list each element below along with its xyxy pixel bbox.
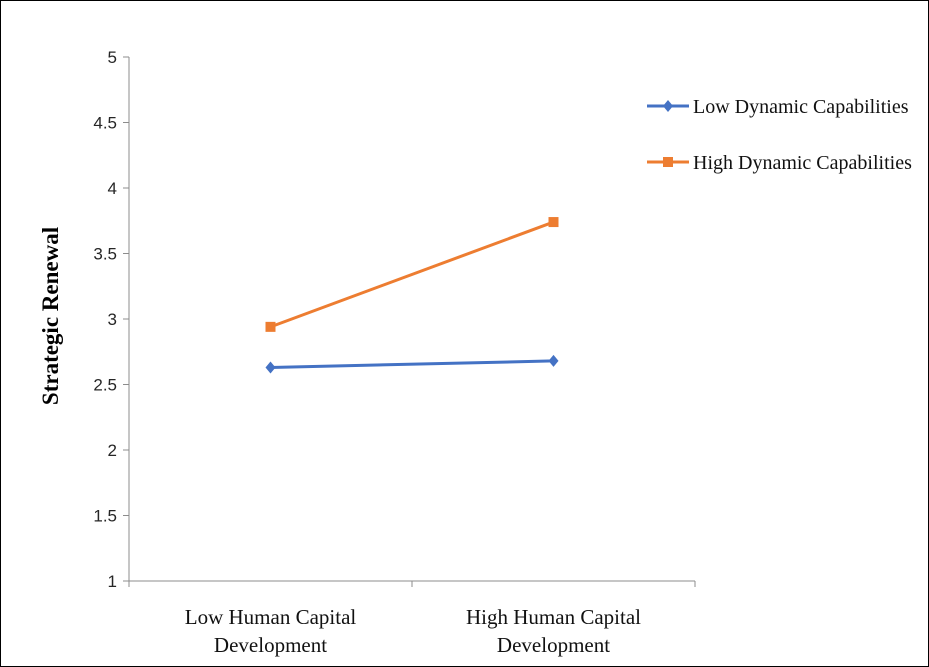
data-point <box>265 361 276 374</box>
series-1 <box>265 217 559 332</box>
series-line <box>270 359 554 369</box>
data-point <box>548 217 559 228</box>
series-layer <box>265 217 559 374</box>
legend-marker <box>663 157 673 167</box>
x-category-label: Low Human Capital <box>185 605 357 629</box>
x-category-label: Development <box>497 633 610 657</box>
axes <box>128 57 695 582</box>
y-tick-label: 4.5 <box>93 114 117 133</box>
y-tick-label: 4 <box>108 179 117 198</box>
legend-item: Low Dynamic Capabilities <box>647 96 909 118</box>
y-tick-label: 2 <box>108 441 117 460</box>
y-tick-label: 1.5 <box>93 507 117 526</box>
y-tick-label: 2.5 <box>93 376 117 395</box>
x-axis-categories: Low Human Capital Development High Human C… <box>128 581 696 657</box>
y-axis-ticks: 1 1.5 2 2.5 3 3.5 4 4.5 5 <box>93 48 129 591</box>
legend-label: High Dynamic Capabilities <box>693 152 912 174</box>
legend-marker <box>663 100 673 112</box>
y-axis-title: Strategic Renewal <box>38 227 63 405</box>
series-line <box>269 220 555 329</box>
legend-item: High Dynamic Capabilities <box>647 152 912 174</box>
x-category-label: High Human Capital <box>466 605 641 629</box>
legend-label: Low Dynamic Capabilities <box>693 96 909 118</box>
series-0 <box>265 354 559 374</box>
y-tick-label: 5 <box>108 48 117 67</box>
data-point <box>265 321 276 332</box>
y-tick-label: 3 <box>108 310 117 329</box>
x-category-label: Development <box>214 633 327 657</box>
data-point <box>548 354 559 367</box>
y-tick-label: 1 <box>108 572 117 591</box>
legend: Low Dynamic Capabilities High Dynamic Cap… <box>647 96 912 174</box>
y-tick-label: 3.5 <box>93 245 117 264</box>
